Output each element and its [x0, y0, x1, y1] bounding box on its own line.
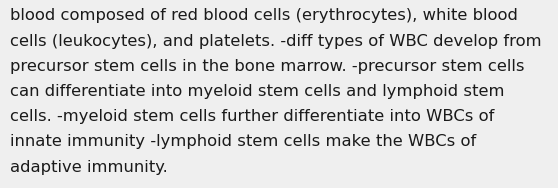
Text: adaptive immunity.: adaptive immunity.	[10, 160, 168, 175]
Text: blood composed of red blood cells (erythrocytes), white blood: blood composed of red blood cells (eryth…	[10, 8, 518, 24]
Text: precursor stem cells in the bone marrow. -precursor stem cells: precursor stem cells in the bone marrow.…	[10, 59, 525, 74]
Text: can differentiate into myeloid stem cells and lymphoid stem: can differentiate into myeloid stem cell…	[10, 84, 504, 99]
Text: innate immunity -lymphoid stem cells make the WBCs of: innate immunity -lymphoid stem cells mak…	[10, 134, 477, 149]
Text: cells (leukocytes), and platelets. -diff types of WBC develop from: cells (leukocytes), and platelets. -diff…	[10, 34, 542, 49]
Text: cells. -myeloid stem cells further differentiate into WBCs of: cells. -myeloid stem cells further diffe…	[10, 109, 494, 124]
